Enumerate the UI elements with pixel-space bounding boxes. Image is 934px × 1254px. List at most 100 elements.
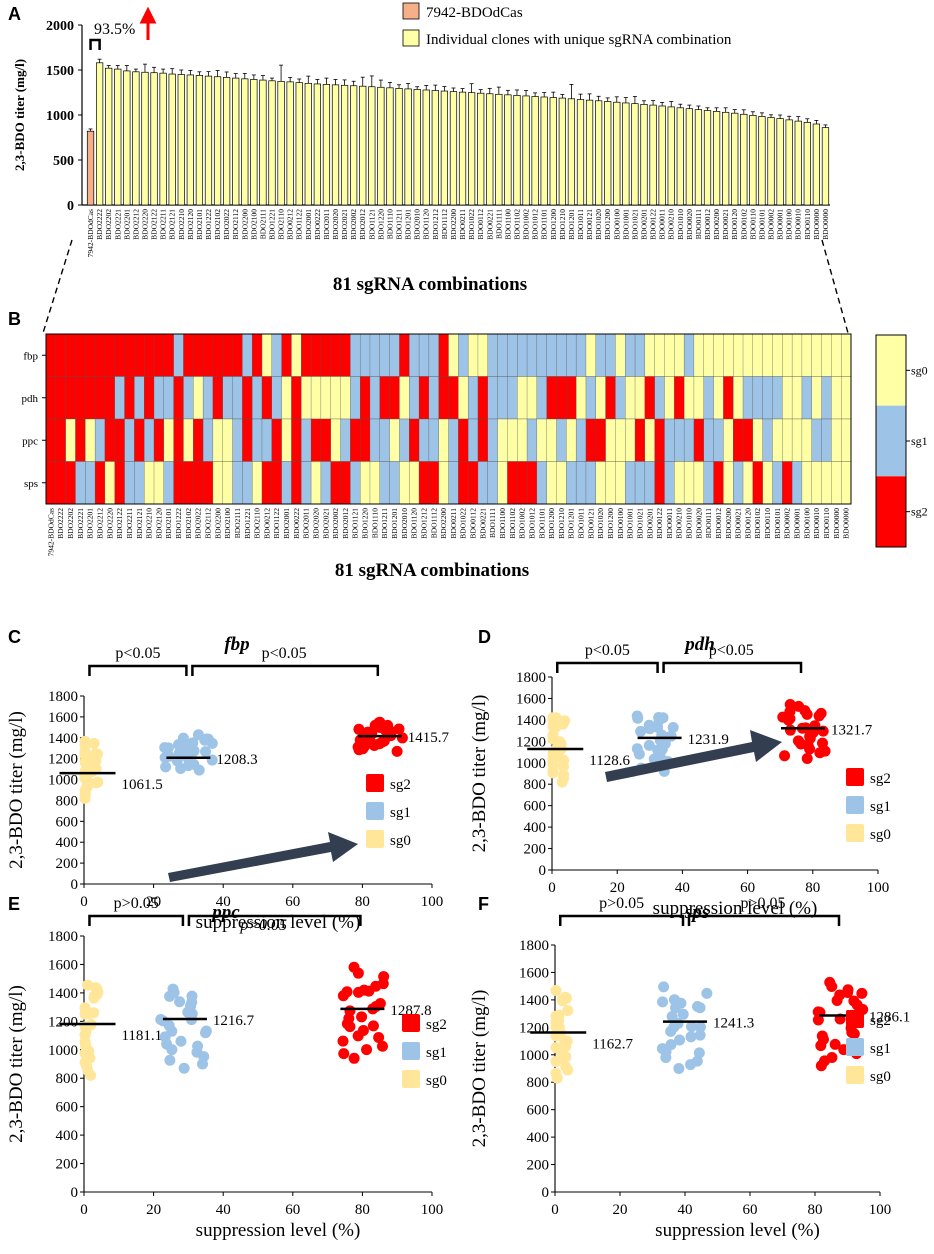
- clone-bar: [477, 92, 485, 206]
- heatmap-column-label: BDO0101: [773, 508, 782, 539]
- heatmap-cell: [831, 333, 842, 377]
- clone-bar: [685, 108, 693, 206]
- heatmap-column-label: BDO0000: [832, 508, 841, 539]
- heatmap-cell: [585, 418, 597, 462]
- heatmap-column-label: BDO0100: [802, 508, 811, 539]
- scatter-point-sg0: [92, 748, 104, 760]
- heatmap-column-label: BDO1002: [518, 508, 527, 539]
- significance-bracket: [191, 664, 380, 676]
- heatmap-cell: [517, 376, 528, 420]
- clone-bar: [531, 96, 539, 206]
- x-tick-label: BDO1221: [268, 209, 277, 240]
- scatter-point-sg2: [816, 1030, 828, 1042]
- x-tick-label: BDO2112: [231, 209, 240, 240]
- heatmap-cell: [526, 333, 538, 377]
- clone-bar: [712, 111, 721, 206]
- clone-bar: [186, 74, 194, 206]
- heatmap-cell: [320, 376, 332, 420]
- heatmap-column-label: BDO2020: [311, 508, 320, 539]
- heatmap-cell: [556, 418, 567, 462]
- y-axis-title: 2,3-BDO titer (mg/l): [469, 695, 490, 853]
- heatmap-cell: [713, 333, 724, 377]
- x-tick-label: BDO1102: [512, 209, 521, 240]
- scatter-point-sg1: [685, 1031, 697, 1043]
- heatmap-cell: [487, 418, 499, 462]
- heatmap-cell: [369, 418, 381, 462]
- heatmap-cell: [271, 376, 283, 420]
- heatmap-cell: [350, 461, 361, 505]
- heatmap-cell: [821, 418, 832, 462]
- heatmap-cell: [742, 376, 754, 420]
- x-tick-label: 80: [355, 1202, 370, 1218]
- heatmap-column-label: BDO0102: [753, 508, 762, 539]
- p-value-label: p<0.05: [585, 642, 630, 659]
- heatmap-cell: [85, 333, 96, 377]
- heatmap-cell: [654, 333, 665, 377]
- heatmap-cell: [595, 461, 607, 505]
- legend-swatch-sg1: [366, 802, 384, 820]
- heatmap-cell: [271, 461, 283, 505]
- x-tick-label: 80: [808, 1202, 823, 1218]
- heatmap-cell: [291, 333, 302, 377]
- mean-value-label: 1128.6: [589, 753, 630, 769]
- heatmap-cell: [487, 461, 499, 505]
- heatmap-cell: [222, 333, 233, 377]
- heatmap-cell: [782, 418, 793, 462]
- scatter-point-sg0: [556, 994, 568, 1006]
- heatmap-cell: [114, 376, 126, 420]
- y-tick-label: 600: [527, 1103, 550, 1119]
- clone-bar: [794, 120, 802, 206]
- x-axis-title: 81 sgRNA combinations: [333, 274, 527, 295]
- scatter-point-sg1: [632, 712, 644, 724]
- heatmap-cell: [782, 333, 793, 377]
- y-tick-label: 600: [56, 814, 79, 830]
- x-tick-label: BDO2221: [113, 209, 122, 240]
- x-tick-label: BDO1010: [676, 209, 685, 240]
- heatmap-cell: [350, 418, 361, 462]
- x-tick-label: BDO2110: [277, 209, 286, 240]
- legend-swatch-clones: [402, 29, 420, 47]
- scatter-point-sg2: [829, 1038, 841, 1050]
- clone-bar: [132, 71, 140, 206]
- scatter-point-sg0: [561, 1035, 573, 1047]
- heatmap-cell: [772, 333, 783, 377]
- heatmap-cell: [625, 418, 636, 462]
- legend-swatch-sg0: [402, 1070, 420, 1088]
- heatmap-row-label: fbp: [23, 350, 38, 362]
- heatmap-column-label: BDO2110: [253, 508, 262, 539]
- heatmap-cell: [615, 376, 626, 420]
- y-tick-label: 0: [67, 199, 74, 214]
- scatter-point-sg1: [200, 1025, 212, 1037]
- heatmap-column-label: BDO1221: [243, 508, 252, 539]
- x-tick-label: BDO0000: [812, 209, 821, 240]
- x-tick-label: BDO2212: [131, 209, 140, 240]
- legend-label-sg2: sg2: [870, 1013, 891, 1029]
- heatmap-cell: [55, 333, 67, 377]
- heatmap-cell: [526, 461, 538, 505]
- p-value-label: p>0.05: [740, 895, 785, 912]
- y-tick-label: 1200: [48, 752, 78, 768]
- x-tick-label: BDO0100: [785, 209, 794, 240]
- heatmap-cell: [566, 418, 577, 462]
- heatmap-cell: [634, 333, 646, 377]
- legend-swatch-control: [402, 2, 420, 20]
- clone-bar: [204, 75, 213, 206]
- heatmap-column-label: BDO1100: [498, 508, 507, 539]
- x-tick-label: BDO0201: [640, 209, 649, 240]
- heatmap-cell: [261, 333, 273, 377]
- heatmap-cell: [409, 333, 420, 377]
- x-tick-label: BDO1222: [204, 209, 213, 240]
- scatter-point-sg0: [550, 1067, 562, 1079]
- heatmap-cell: [232, 418, 243, 462]
- heatmap-column-label: BDO1212: [419, 508, 428, 539]
- heatmap-column-label: BDO0012: [714, 508, 723, 539]
- clone-bar: [377, 86, 385, 206]
- mean-value-label: 1061.5: [121, 777, 162, 793]
- legend-label-clones: Individual clones with unique sgRNA comb…: [426, 32, 732, 48]
- y-tick-label: 200: [524, 842, 547, 858]
- x-tick-label: BDO0212: [286, 209, 295, 240]
- heatmap-column-label: BDO1200: [547, 508, 556, 539]
- heatmap-cell: [517, 461, 528, 505]
- x-tick-label: BDO0112: [476, 209, 485, 240]
